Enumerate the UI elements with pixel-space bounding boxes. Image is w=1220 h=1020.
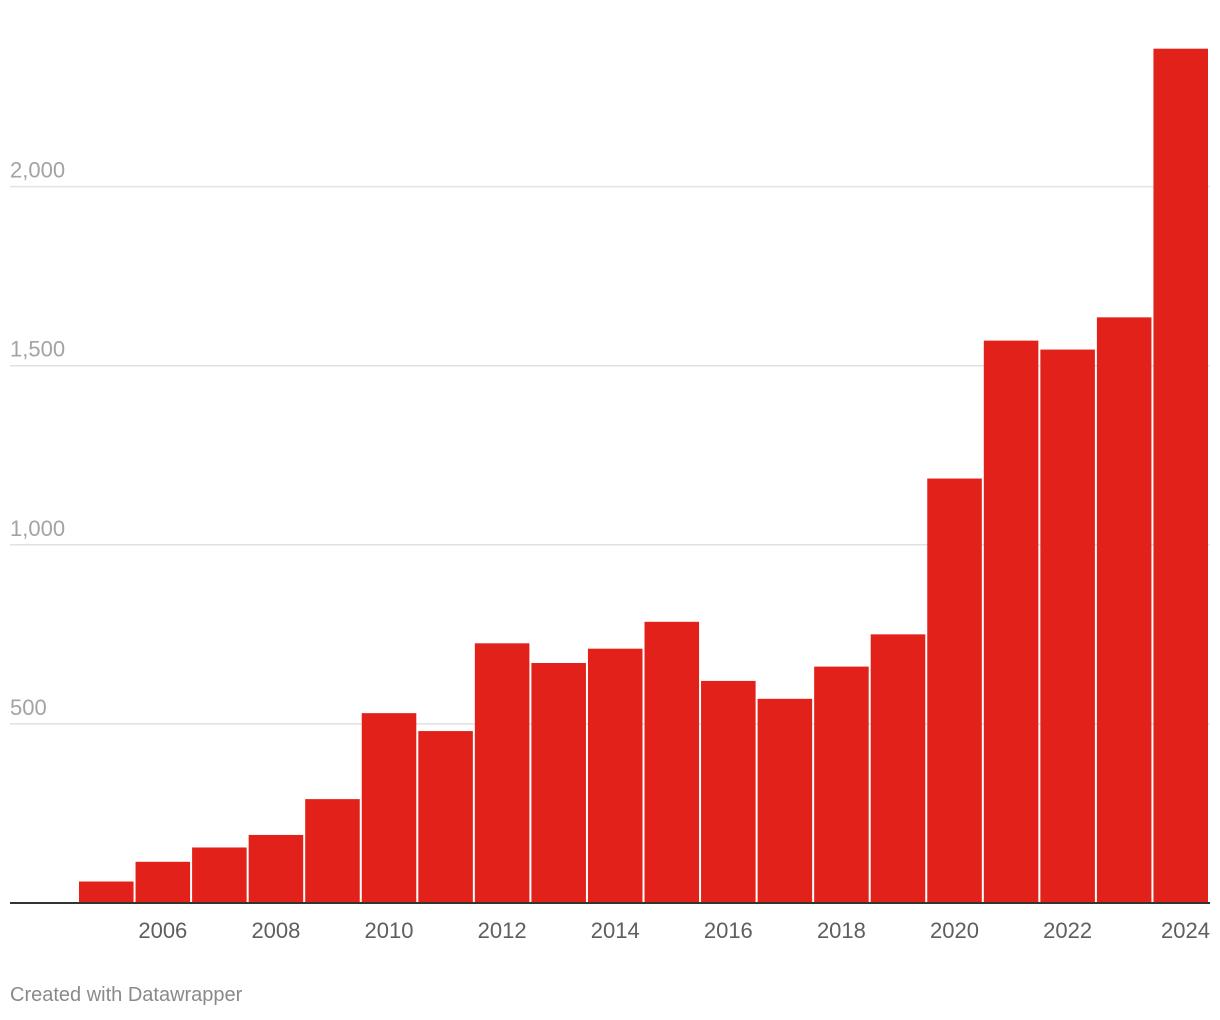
y-axis-ticks: 500 1,000 1,500 2,000 <box>10 158 65 720</box>
bar-2016[interactable] <box>701 680 756 903</box>
bar-2007[interactable] <box>192 847 247 903</box>
x-tick-label: 2010 <box>365 918 414 943</box>
x-tick-label: 2022 <box>1043 918 1092 943</box>
bar-2018[interactable] <box>814 666 869 903</box>
bar-2010[interactable] <box>361 713 417 903</box>
bar-2005[interactable] <box>79 881 134 903</box>
x-tick-label: 2012 <box>478 918 527 943</box>
bar-2017[interactable] <box>757 698 813 903</box>
bar-2023[interactable] <box>1096 317 1152 903</box>
bar-2019[interactable] <box>870 634 926 903</box>
bar-2013[interactable] <box>531 663 586 903</box>
y-tick-label: 1,000 <box>10 516 65 541</box>
bar-2006[interactable] <box>135 861 191 903</box>
y-tick-label: 1,500 <box>10 337 65 362</box>
credit-footer[interactable]: Created with Datawrapper <box>10 984 243 1006</box>
bar-2008[interactable] <box>248 834 304 903</box>
x-tick-label: 2014 <box>591 918 640 943</box>
x-axis-ticks: 2006 2008 2010 2012 2014 2016 2018 2020 2022 2024 <box>138 918 1210 943</box>
bar-2021[interactable] <box>983 340 1039 904</box>
bar-2014[interactable] <box>587 648 643 903</box>
x-tick-label: 2020 <box>930 918 979 943</box>
x-tick-label: 2016 <box>704 918 753 943</box>
bar-2011[interactable] <box>418 731 473 903</box>
x-tick-label: 2006 <box>138 918 187 943</box>
y-tick-label: 2,000 <box>10 158 65 183</box>
y-tick-label: 500 <box>10 695 47 720</box>
bar-2012[interactable] <box>474 643 530 903</box>
bar-2020[interactable] <box>927 478 982 903</box>
bar-2022[interactable] <box>1040 349 1095 903</box>
x-tick-label: 2018 <box>817 918 866 943</box>
bar-2009[interactable] <box>305 799 360 903</box>
bar-2024[interactable] <box>1153 48 1208 904</box>
x-tick-label: 2024 <box>1161 918 1210 943</box>
x-tick-label: 2008 <box>251 918 300 943</box>
bars <box>79 48 1208 904</box>
bar-2015[interactable] <box>644 621 700 903</box>
